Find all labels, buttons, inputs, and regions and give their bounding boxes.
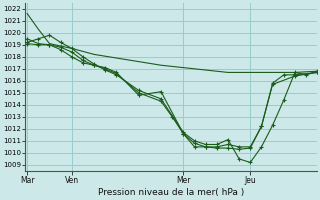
X-axis label: Pression niveau de la mer( hPa ): Pression niveau de la mer( hPa ): [98, 188, 244, 197]
